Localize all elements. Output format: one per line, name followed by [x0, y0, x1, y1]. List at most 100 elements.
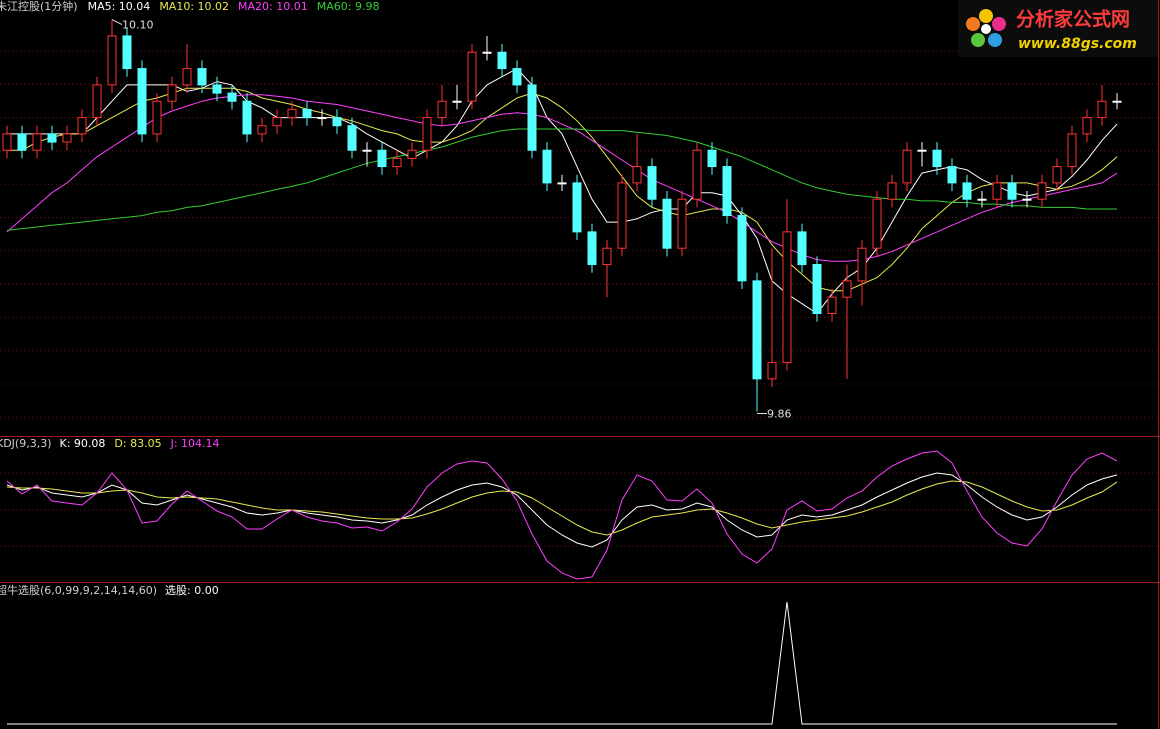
candle-body [32, 133, 42, 151]
candle-body [977, 198, 987, 201]
candle-body [572, 182, 582, 233]
candle-body [542, 149, 552, 184]
indicator-line [7, 601, 1117, 725]
legend-entry: MA10: 10.02 [159, 0, 229, 13]
candle-body [302, 108, 312, 119]
moving-average-line [7, 87, 1118, 292]
petal [966, 17, 980, 31]
candle-body [1022, 198, 1032, 201]
candle-body [347, 125, 357, 151]
candle-body [362, 149, 372, 152]
candle-body [842, 280, 852, 298]
stock-title: 朱江控股(1分钟) [0, 0, 78, 13]
candle-body [422, 117, 432, 151]
candle-body [392, 157, 402, 168]
annotation-arrow [111, 19, 123, 26]
moving-average-line [6, 94, 1118, 262]
candle-body [797, 231, 807, 266]
indicator-line [6, 472, 1118, 548]
candle-body [617, 182, 627, 249]
candle-body [812, 264, 822, 315]
candle-body [167, 84, 177, 102]
candle-body [692, 149, 702, 200]
candle-body [407, 149, 417, 159]
candle-body [632, 166, 642, 184]
candle-body [467, 51, 477, 102]
candle-body [332, 117, 342, 127]
candle-body [722, 166, 732, 217]
high-annotation: 10.10 [122, 19, 154, 32]
moving-average-line [6, 128, 1117, 231]
candle-body [242, 100, 252, 135]
candle-body [587, 231, 597, 266]
candle-body [872, 198, 882, 249]
candle-body [737, 215, 747, 282]
candle-body [77, 117, 87, 135]
flower-center [981, 24, 991, 34]
indicator-legend: 选股: 0.00 [165, 584, 219, 597]
candle-body [92, 84, 102, 119]
candle-body [2, 133, 12, 151]
legend-entry: MA5: 10.04 [88, 0, 151, 13]
candle-body [317, 117, 327, 120]
plots: 10.10 9.86 [2, 19, 1122, 725]
petal [992, 17, 1006, 31]
candle-body [377, 149, 387, 168]
candle-body [767, 362, 777, 380]
candle-body [212, 84, 222, 94]
price-legend: MA5: 10.04 MA10: 10.02 MA20: 10.01 MA60: 9.… [88, 0, 380, 13]
candle-body [122, 35, 132, 70]
logo-url: www.88gs.com [1018, 36, 1137, 52]
candle-body [662, 198, 672, 249]
candle-body [497, 51, 507, 70]
candle-body [917, 149, 927, 152]
candle-body [602, 247, 612, 266]
indicator-line [6, 450, 1118, 580]
candle-body [272, 117, 282, 127]
candle-body [257, 125, 267, 135]
candle-body [152, 100, 162, 135]
petal [988, 33, 1002, 47]
indicator-line [6, 480, 1118, 536]
candle-body [962, 182, 972, 200]
candle-body [17, 133, 27, 151]
logo: 分析家公式网 www.88gs.com [958, 0, 1158, 57]
candle-body [62, 133, 72, 143]
candle-body [1037, 182, 1047, 200]
petal [979, 9, 993, 23]
legend-entry: MA20: 10.01 [238, 0, 308, 13]
low-annotation: 9.86 [767, 408, 792, 421]
legend-entry: MA60: 9.98 [317, 0, 380, 13]
candle-body [1067, 133, 1077, 168]
candle-body [782, 231, 792, 364]
logo-name: 分析家公式网 [1016, 8, 1130, 31]
moving-average-line [7, 67, 1118, 315]
candle-body [137, 68, 147, 135]
candle-body [437, 100, 447, 119]
candle-body [452, 100, 462, 103]
candle-body [1097, 100, 1107, 119]
candle-body [1112, 100, 1122, 103]
candle-body [857, 247, 867, 282]
kdj-title: KDJ(9,3,3) [0, 437, 52, 450]
candle-body [107, 35, 117, 86]
candle-body [932, 149, 942, 168]
candle-body [647, 166, 657, 200]
candle-body [947, 166, 957, 184]
candle-body [677, 198, 687, 249]
candle-body [707, 149, 717, 168]
candle-body [1052, 166, 1062, 184]
candle-body [902, 149, 912, 184]
candle-body [287, 108, 297, 119]
logo-flower [966, 9, 1006, 47]
candle-body [557, 182, 567, 185]
candle-body [482, 51, 492, 54]
kdj-legend: K: 90.08 D: 83.05 J: 104.14 [60, 437, 220, 450]
legend-entry: J: 104.14 [170, 437, 220, 450]
candle-body [1082, 117, 1092, 135]
candle-body [227, 92, 237, 102]
candle-body [182, 68, 192, 86]
candle-body [197, 68, 207, 86]
legend-entry: D: 83.05 [114, 437, 161, 450]
